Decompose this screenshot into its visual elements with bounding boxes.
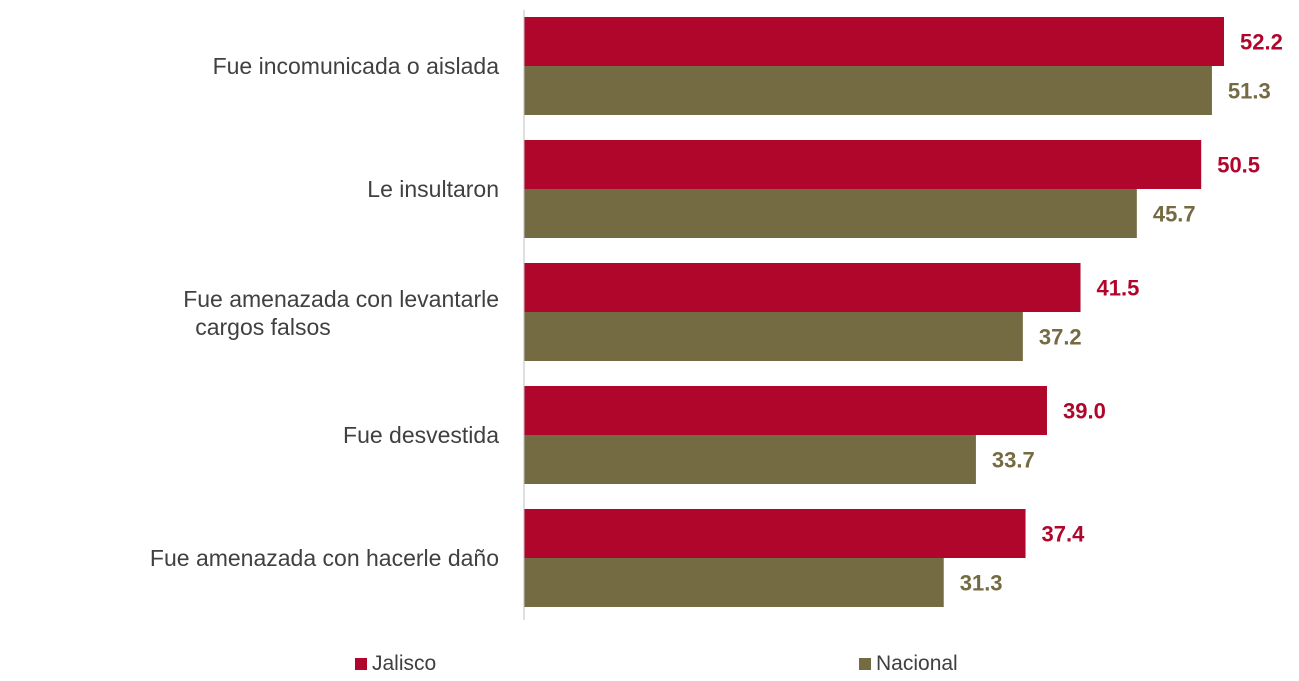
category-label-hacerle-dano: Fue amenazada con hacerle daño: [150, 545, 499, 571]
bar-jalisco-cargos-falsos: [524, 263, 1081, 312]
data-label-nacional-cargos-falsos: 37.2: [1039, 325, 1082, 350]
legend-item-nacional: Nacional: [859, 651, 958, 677]
bar-jalisco-incomunicada: [524, 17, 1224, 66]
legend-swatch-jalisco: [355, 658, 367, 670]
data-label-nacional-hacerle-dano: 31.3: [960, 571, 1003, 596]
data-label-jalisco-desvestida: 39.0: [1063, 399, 1106, 424]
bar-nacional-desvestida: [524, 435, 976, 484]
data-label-jalisco-insultaron: 50.5: [1217, 153, 1260, 178]
labels-group: Fue incomunicada o aislada 52.2 51.3 Le ins…: [150, 30, 1283, 596]
legend-item-jalisco: Jalisco: [355, 651, 436, 677]
bar-nacional-incomunicada: [524, 66, 1212, 115]
data-label-jalisco-incomunicada: 52.2: [1240, 30, 1283, 55]
bars-group: [524, 17, 1224, 607]
bar-nacional-insultaron: [524, 189, 1137, 238]
data-label-nacional-desvestida: 33.7: [992, 448, 1035, 473]
bar-jalisco-insultaron: [524, 140, 1202, 189]
data-label-nacional-incomunicada: 51.3: [1228, 79, 1271, 104]
data-label-nacional-insultaron: 45.7: [1153, 202, 1196, 227]
bar-jalisco-hacerle-dano: [524, 509, 1026, 558]
category-label-desvestida: Fue desvestida: [343, 422, 499, 448]
legend-swatch-nacional: [859, 658, 871, 670]
legend-label-nacional: Nacional: [876, 652, 958, 675]
bar-jalisco-desvestida: [524, 386, 1047, 435]
category-label-incomunicada: Fue incomunicada o aislada: [213, 53, 500, 79]
bar-nacional-cargos-falsos: [524, 312, 1023, 361]
category-label-insultaron: Le insultaron: [367, 176, 499, 202]
category-label-cargos-falsos: Fue amenazada con levantarle cargos falso…: [183, 286, 499, 340]
legend-label-jalisco: Jalisco: [372, 652, 437, 675]
bar-nacional-hacerle-dano: [524, 558, 944, 607]
data-label-jalisco-cargos-falsos: 41.5: [1097, 276, 1140, 301]
data-label-jalisco-hacerle-dano: 37.4: [1042, 522, 1086, 547]
